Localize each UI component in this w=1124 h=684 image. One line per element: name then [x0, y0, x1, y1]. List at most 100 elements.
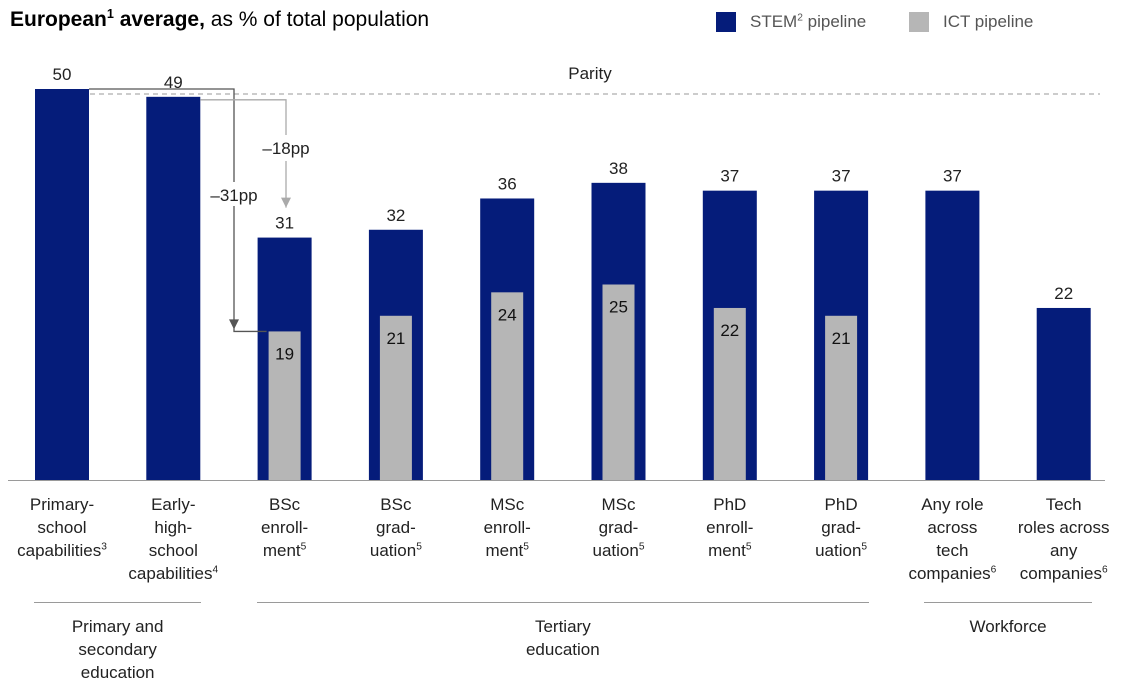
- category-label-footnote: 4: [212, 564, 219, 576]
- ict-bar-7: [825, 315, 858, 480]
- chart-title-footnote: 1: [106, 7, 114, 21]
- chart-title: European1 average, as % of total populat…: [10, 8, 429, 32]
- stem-value-label-8: 37: [943, 167, 962, 186]
- annotation-18pp-label: –18pp: [262, 139, 309, 158]
- ict-value-label-3: 21: [386, 329, 405, 348]
- legend-label-stem: STEM2 pipeline: [750, 12, 866, 32]
- annotation-31pp-connector: [89, 88, 267, 333]
- category-label-line: uation5: [369, 541, 422, 560]
- stem-value-label-3: 32: [386, 206, 405, 225]
- category-label-line: Early-: [151, 495, 196, 514]
- category-label-line: uation5: [592, 541, 645, 560]
- category-label-line: companies6: [908, 564, 997, 583]
- group-label-1: Tertiary education: [237, 615, 890, 661]
- category-label-9: Tech roles across any companies6: [1004, 493, 1124, 585]
- annotation-31pp-label: –31pp: [210, 186, 257, 205]
- stem-value-label-2: 31: [275, 214, 294, 233]
- category-label-line: across: [927, 518, 978, 537]
- ict-value-label-2: 19: [275, 344, 294, 363]
- stem-value-label-4: 36: [498, 174, 517, 193]
- annotation-31pp-arrowhead: [229, 319, 239, 330]
- stem-value-label-5: 38: [609, 159, 628, 178]
- category-label-line: grad-: [376, 518, 416, 537]
- ict-value-label-7: 21: [832, 329, 851, 348]
- category-label-footnote: 5: [300, 541, 307, 553]
- category-label-footnote: 6: [1101, 564, 1108, 576]
- stem-bar-9: [1036, 307, 1091, 480]
- category-label-line: BSc: [380, 495, 412, 514]
- stem-value-label-6: 37: [720, 167, 739, 186]
- chart-title-bold: European: [10, 8, 107, 31]
- legend-label-ict: ICT pipeline: [943, 12, 1033, 32]
- group-divider-2: [924, 602, 1092, 603]
- annotation-18pp-connector: [200, 99, 287, 208]
- category-label-line: Primary-: [29, 495, 95, 514]
- category-label-line: PhD: [713, 495, 747, 514]
- legend-swatch-stem: [716, 12, 736, 32]
- category-label-footnote: 6: [990, 564, 997, 576]
- group-divider-1: [256, 602, 870, 603]
- annotation-31pp-label-bg: [202, 182, 266, 206]
- ict-bar-3: [379, 315, 412, 480]
- stem-bar-1: [146, 96, 201, 480]
- legend: STEM2 pipeline ICT pipeline: [716, 12, 1071, 37]
- category-label-line: Any role: [921, 495, 984, 514]
- parity-label: Parity: [568, 64, 612, 83]
- category-label-line: capabilities4: [128, 564, 219, 583]
- category-label-0: Primary-school capabilities3: [2, 493, 122, 562]
- stem-bar-0: [35, 89, 89, 480]
- category-label-footnote: 3: [101, 541, 107, 553]
- category-label-4: MSc enroll-ment5: [447, 493, 567, 562]
- category-label-line: MSc: [601, 495, 636, 514]
- group-label-line: Primary and: [71, 617, 164, 636]
- legend-ict-suffix: pipeline: [970, 12, 1034, 31]
- category-label-line: ment5: [485, 541, 529, 560]
- category-label-line: high-: [154, 518, 193, 537]
- category-label-line: roles across: [1017, 518, 1110, 537]
- category-label-line: school: [148, 541, 198, 560]
- annotation-18pp-label-bg: [254, 135, 318, 161]
- category-label-line: BSc: [269, 495, 301, 514]
- stem-value-label-1: 49: [164, 73, 183, 92]
- stem-value-label-0: 50: [53, 65, 72, 84]
- category-label-line: capabilities3: [17, 541, 107, 560]
- group-label-line: Tertiary: [534, 617, 591, 636]
- category-label-line: ment5: [262, 541, 307, 560]
- group-label-line: education: [525, 640, 600, 659]
- category-label-line: tech: [936, 541, 969, 560]
- category-label-line: grad-: [821, 518, 861, 537]
- ict-value-label-6: 22: [720, 321, 739, 340]
- category-label-line: grad-: [598, 518, 639, 537]
- annotation-18pp-arrowhead: [281, 197, 291, 208]
- category-label-8: Any role across tech companies6: [892, 493, 1012, 585]
- category-label-footnote: 5: [638, 541, 645, 553]
- ict-value-label-4: 24: [498, 305, 517, 324]
- category-label-2: BSc enroll-ment5: [225, 493, 345, 562]
- group-divider-0: [34, 602, 202, 603]
- group-label-0: Primary and secondary education: [14, 615, 221, 684]
- ict-bar-5: [602, 284, 635, 480]
- ict-bar-6: [713, 307, 746, 480]
- ict-bar-2: [268, 331, 301, 480]
- category-label-3: BSc grad-uation5: [336, 493, 456, 562]
- category-label-1: Early-high-school capabilities4: [113, 493, 233, 585]
- category-label-line: any: [1049, 541, 1078, 560]
- chart-title-bold-rest: average,: [113, 8, 205, 31]
- group-label-line: secondary: [78, 640, 157, 659]
- legend-item-ict: ICT pipeline: [908, 12, 1033, 32]
- category-label-footnote: 5: [745, 541, 752, 553]
- group-label-line: Workforce: [969, 617, 1047, 636]
- legend-swatch-ict: [908, 12, 929, 32]
- ict-bar-4: [491, 292, 524, 480]
- chart-title-rest: as % of total population: [204, 8, 430, 31]
- category-label-line: enroll-: [706, 518, 754, 537]
- category-label-line: ment5: [708, 541, 752, 560]
- group-label-2: Workforce: [904, 615, 1111, 638]
- legend-stem-footnote: 2: [797, 12, 803, 24]
- legend-ict-text: ICT: [942, 12, 971, 31]
- legend-stem-text: STEM: [750, 12, 798, 31]
- category-label-line: enroll-: [483, 518, 531, 537]
- category-label-footnote: 5: [416, 541, 422, 553]
- group-label-line: education: [80, 663, 155, 682]
